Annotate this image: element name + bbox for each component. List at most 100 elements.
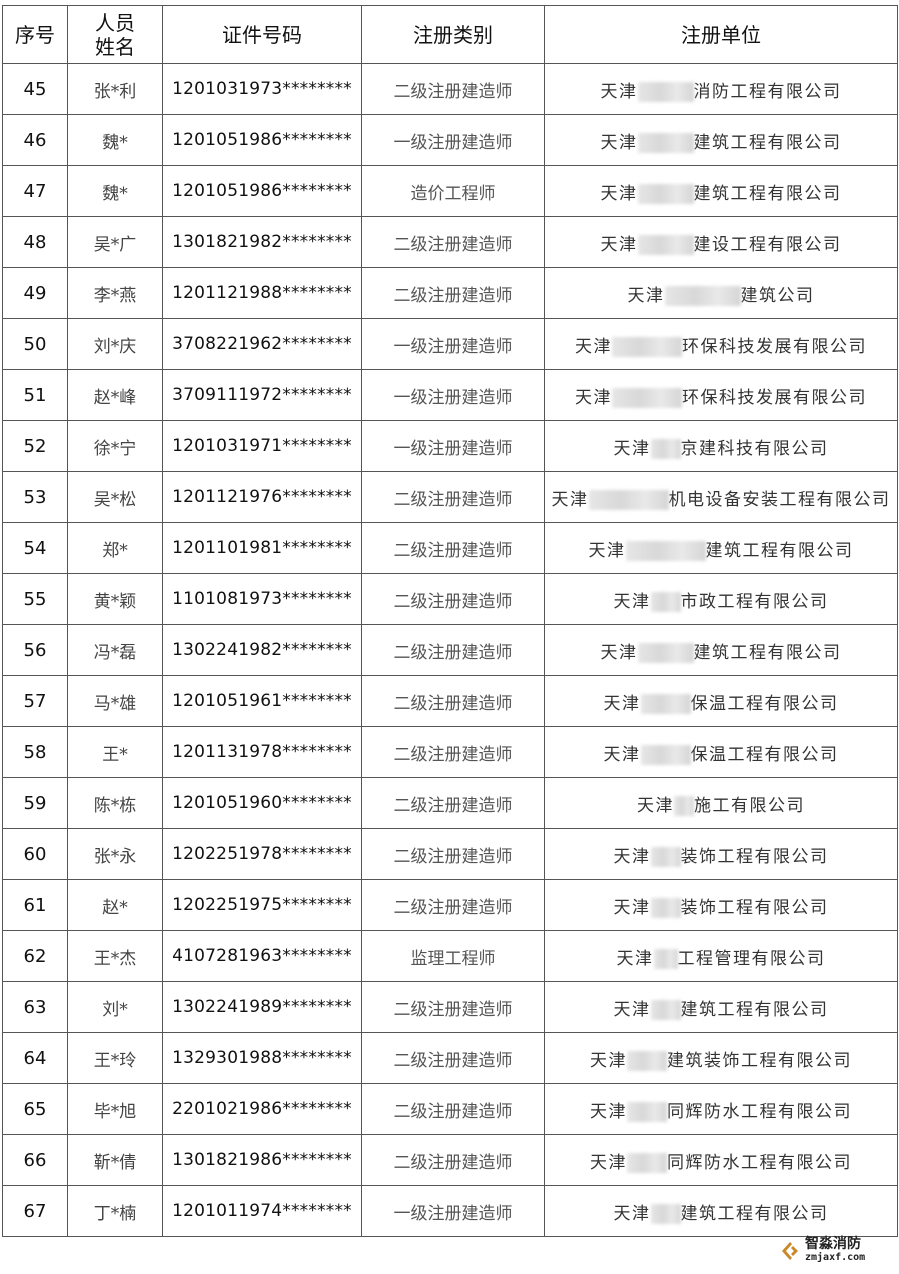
org-prefix: 天津 (613, 438, 651, 459)
cell-category: 二级注册建造师 (361, 216, 545, 268)
cell-org: 天津 施工有限公司 (544, 777, 898, 829)
cell-name: 刘*庆 (67, 318, 163, 370)
cell-name: 刘* (67, 981, 163, 1033)
org-prefix: 天津 (590, 1152, 627, 1173)
cell-seq: 66 (2, 1134, 68, 1186)
cell-seq: 54 (2, 522, 68, 574)
cell-org: 天津 环保科技发展有限公司 (544, 318, 898, 370)
cell-name: 张*利 (67, 63, 163, 115)
org-suffix: 装饰工程有限公司 (680, 846, 829, 867)
table-row: 52 徐*宁 1201031971******** 一级注册建造师 天津 京建科技有限公司 (2, 420, 898, 472)
cell-seq: 48 (2, 216, 68, 268)
cell-category: 监理工程师 (361, 930, 545, 982)
cell-category: 造价工程师 (361, 165, 545, 217)
org-prefix: 天津 (613, 591, 651, 612)
personnel-table: 序号 人员姓名 证件号码 注册类别 注册单位 45 张*利 1201031973**… (2, 5, 898, 1237)
org-suffix: 建筑工程有限公司 (693, 132, 842, 153)
cell-category: 二级注册建造师 (361, 471, 545, 523)
table-row: 51 赵*峰 3709111972******** 一级注册建造师 天津 环保科技发展有限… (2, 369, 898, 421)
cell-name: 王*杰 (67, 930, 163, 982)
cell-seq: 53 (2, 471, 68, 523)
org-suffix: 建设工程有限公司 (693, 234, 842, 255)
redaction-blur (650, 846, 681, 867)
cell-id: 1201031973******** (162, 63, 362, 115)
org-suffix: 建筑工程有限公司 (680, 999, 829, 1020)
redaction-blur (637, 642, 694, 663)
watermark-url: zmjaxf.com (805, 1252, 866, 1263)
redaction-blur (627, 1050, 667, 1071)
cell-org: 天津 装饰工程有限公司 (544, 879, 898, 931)
cell-category: 二级注册建造师 (361, 624, 545, 676)
cell-org: 天津 装饰工程有限公司 (544, 828, 898, 880)
cell-org: 天津 建筑公司 (544, 267, 898, 319)
table-row: 53 吴*松 1201121976******** 二级注册建造师 天津 机电设备安装工程… (2, 471, 898, 523)
cell-category: 二级注册建造师 (361, 267, 545, 319)
cell-name: 徐*宁 (67, 420, 163, 472)
cell-name: 王*玲 (67, 1032, 163, 1084)
cell-category: 二级注册建造师 (361, 675, 545, 727)
org-prefix: 天津 (616, 948, 654, 969)
cell-org: 天津 保温工程有限公司 (544, 675, 898, 727)
cell-category: 一级注册建造师 (361, 369, 545, 421)
cell-category: 二级注册建造师 (361, 1083, 545, 1135)
redaction-blur (612, 336, 682, 357)
table-row: 49 李*燕 1201121988******** 二级注册建造师 天津 建筑公司 (2, 267, 898, 319)
cell-category: 二级注册建造师 (361, 522, 545, 574)
cell-name: 陈*栋 (67, 777, 163, 829)
cell-seq: 46 (2, 114, 68, 166)
cell-seq: 52 (2, 420, 68, 472)
cell-id: 1202251975******** (162, 879, 362, 931)
cell-name: 吴*松 (67, 471, 163, 523)
cell-seq: 64 (2, 1032, 68, 1084)
cell-seq: 45 (2, 63, 68, 115)
cell-name: 赵*峰 (67, 369, 163, 421)
cell-seq: 58 (2, 726, 68, 778)
cell-id: 1329301988******** (162, 1032, 362, 1084)
cell-category: 一级注册建造师 (361, 420, 545, 472)
cell-org: 天津 建筑装饰工程有限公司 (544, 1032, 898, 1084)
cell-seq: 59 (2, 777, 68, 829)
cell-seq: 65 (2, 1083, 68, 1135)
cell-name: 郑* (67, 522, 163, 574)
cell-id: 1201101981******** (162, 522, 362, 574)
org-suffix: 建筑公司 (740, 285, 815, 306)
cell-id: 1201051960******** (162, 777, 362, 829)
cell-seq: 55 (2, 573, 68, 625)
org-suffix: 机电设备安装工程有限公司 (668, 489, 891, 510)
cell-org: 天津 同辉防水工程有限公司 (544, 1134, 898, 1186)
table-row: 62 王*杰 4107281963******** 监理工程师 天津 工程管理有限公司 (2, 930, 898, 982)
table-row: 45 张*利 1201031973******** 二级注册建造师 天津 消防工程有限公司 (2, 63, 898, 115)
redaction-blur (627, 1152, 667, 1173)
org-suffix: 建筑装饰工程有限公司 (667, 1050, 852, 1071)
cell-org: 天津 建筑工程有限公司 (544, 1185, 898, 1237)
cell-category: 一级注册建造师 (361, 318, 545, 370)
cell-id: 1302241989******** (162, 981, 362, 1033)
header-category: 注册类别 (361, 5, 545, 64)
org-suffix: 市政工程有限公司 (680, 591, 829, 612)
redaction-blur (637, 234, 694, 255)
cell-category: 二级注册建造师 (361, 981, 545, 1033)
org-prefix: 天津 (603, 693, 641, 714)
cell-id: 1302241982******** (162, 624, 362, 676)
cell-org: 天津 建筑工程有限公司 (544, 981, 898, 1033)
org-suffix: 建筑工程有限公司 (693, 183, 842, 204)
cell-org: 天津 环保科技发展有限公司 (544, 369, 898, 421)
cell-name: 冯*磊 (67, 624, 163, 676)
cell-org: 天津 建筑工程有限公司 (544, 624, 898, 676)
org-prefix: 天津 (590, 1101, 627, 1122)
cell-org: 天津 保温工程有限公司 (544, 726, 898, 778)
org-suffix: 消防工程有限公司 (693, 81, 842, 102)
cell-name: 黄*颖 (67, 573, 163, 625)
redaction-blur (637, 81, 694, 102)
cell-name: 马*雄 (67, 675, 163, 727)
cell-id: 1202251978******** (162, 828, 362, 880)
header-name: 人员姓名 (67, 5, 163, 64)
org-prefix: 天津 (613, 846, 651, 867)
org-suffix: 建筑工程有限公司 (705, 540, 854, 561)
cell-id: 1201131978******** (162, 726, 362, 778)
org-suffix: 环保科技发展有限公司 (682, 336, 867, 357)
cell-id: 1201051986******** (162, 114, 362, 166)
cell-category: 二级注册建造师 (361, 1134, 545, 1186)
cell-id: 1101081973******** (162, 573, 362, 625)
org-suffix: 环保科技发展有限公司 (682, 387, 867, 408)
